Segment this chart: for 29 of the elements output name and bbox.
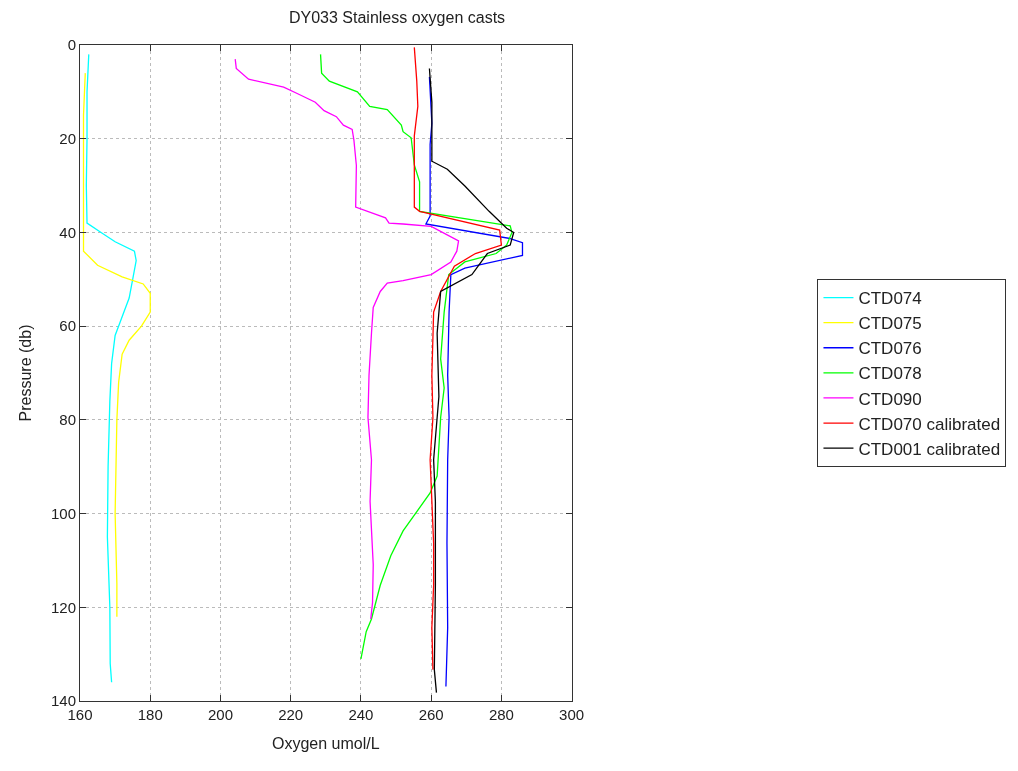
legend-label: CTD070 calibrated [858,414,1001,434]
legend-label: CTD075 [858,314,922,334]
line-series [234,58,460,620]
x-tick-label: 180 [137,706,163,723]
chart-title: DY033 Stainless oxygen casts [288,8,506,26]
x-tick-label: 200 [207,706,233,723]
y-tick-label: 100 [50,504,76,522]
legend-label: CTD076 [858,339,922,359]
x-tick-label: 280 [488,706,514,723]
y-axis-title: Pressure (db) [16,324,34,422]
x-tick-label: 300 [559,706,585,723]
legend-label: CTD090 [858,389,922,409]
legend-label: CTD078 [858,364,922,384]
line-series [82,72,151,618]
line-series [85,53,137,683]
y-tick-label: 80 [59,411,76,429]
x-tick-label: 240 [348,706,374,723]
legend-label: CTD001 calibrated [858,439,1001,459]
y-tick-label: 0 [67,36,76,54]
x-axis-title: Oxygen umol/L [272,734,380,752]
y-tick-label: 20 [59,129,76,147]
y-tick-label: 60 [59,317,76,335]
y-tick-label: 40 [59,223,76,241]
legend-label: CTD074 [858,289,922,309]
line-series [319,53,513,660]
x-tick-label: 220 [278,706,304,723]
x-tick-label: 260 [418,706,444,723]
y-tick-label: 120 [50,598,76,616]
line-series [413,46,503,671]
